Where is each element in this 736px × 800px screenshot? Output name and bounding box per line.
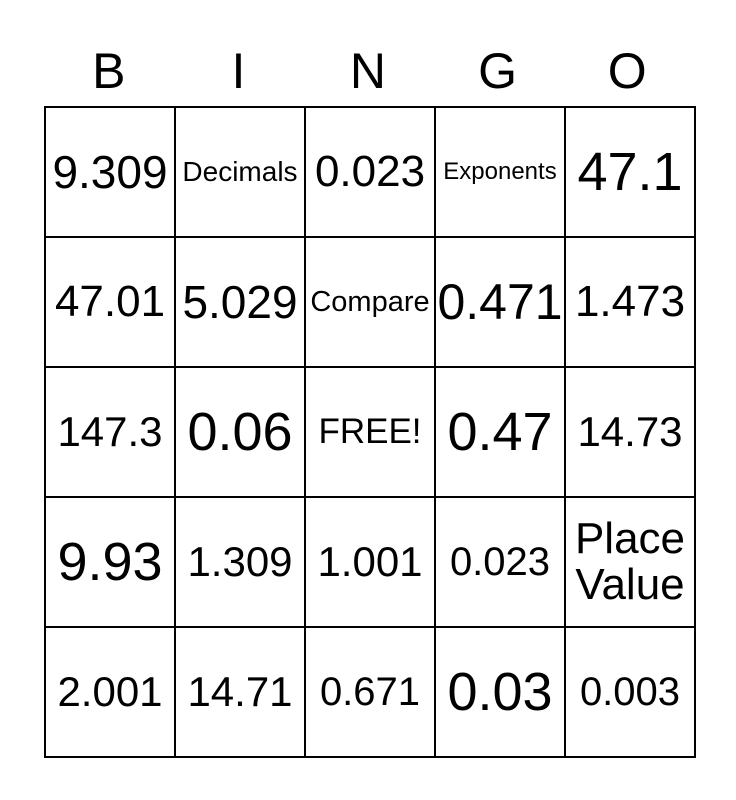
header-letter-i: I (231, 43, 246, 99)
header-letter-b: B (92, 43, 126, 99)
bingo-cell-r3c2[interactable]: 0.06 (174, 366, 306, 498)
table-row: 2.001 14.71 0.671 0.03 0.003 (44, 626, 696, 758)
table-row: 47.01 5.029 Compare 0.471 1.473 (44, 236, 696, 368)
bingo-cell-r1c4[interactable]: Exponents (434, 106, 566, 238)
bingo-cell-r1c1[interactable]: 9.309 (44, 106, 176, 238)
bingo-cell-r4c4[interactable]: 0.023 (434, 496, 566, 628)
bingo-cell-r5c4[interactable]: 0.03 (434, 626, 566, 758)
bingo-cell-r5c3[interactable]: 0.671 (304, 626, 436, 758)
header-letter-o: O (607, 43, 647, 99)
free-space-cell[interactable]: FREE! (304, 366, 436, 498)
bingo-grid: 9.309 Decimals 0.023 Exponents 47.1 47.0… (44, 106, 696, 758)
bingo-cell-r5c2[interactable]: 14.71 (174, 626, 306, 758)
bingo-cell-r4c3[interactable]: 1.001 (304, 496, 436, 628)
bingo-cell-r5c1[interactable]: 2.001 (44, 626, 176, 758)
table-row: 9.93 1.309 1.001 0.023 Place Value (44, 496, 696, 628)
bingo-cell-r4c1[interactable]: 9.93 (44, 496, 176, 628)
bingo-cell-r2c2[interactable]: 5.029 (174, 236, 306, 368)
bingo-cell-r3c4[interactable]: 0.47 (434, 366, 566, 498)
bingo-cell-r2c3[interactable]: Compare (304, 236, 436, 368)
bingo-cell-r2c5[interactable]: 1.473 (564, 236, 696, 368)
bingo-cell-r5c5[interactable]: 0.003 (564, 626, 696, 758)
table-row: 147.3 0.06 FREE! 0.47 14.73 (44, 366, 696, 498)
bingo-cell-r3c5[interactable]: 14.73 (564, 366, 696, 498)
header-letter-n: N (349, 43, 387, 99)
table-row: 9.309 Decimals 0.023 Exponents 47.1 (44, 106, 696, 238)
header-letter-g: G (478, 43, 518, 99)
bingo-cell-r1c3[interactable]: 0.023 (304, 106, 436, 238)
bingo-cell-r1c2[interactable]: Decimals (174, 106, 306, 238)
bingo-cell-r4c2[interactable]: 1.309 (174, 496, 306, 628)
bingo-header: B I N G O (44, 46, 692, 96)
bingo-cell-r2c1[interactable]: 47.01 (44, 236, 176, 368)
bingo-cell-r3c1[interactable]: 147.3 (44, 366, 176, 498)
bingo-cell-r4c5[interactable]: Place Value (564, 496, 696, 628)
bingo-cell-r1c5[interactable]: 47.1 (564, 106, 696, 238)
bingo-cell-r2c4[interactable]: 0.471 (434, 236, 566, 368)
